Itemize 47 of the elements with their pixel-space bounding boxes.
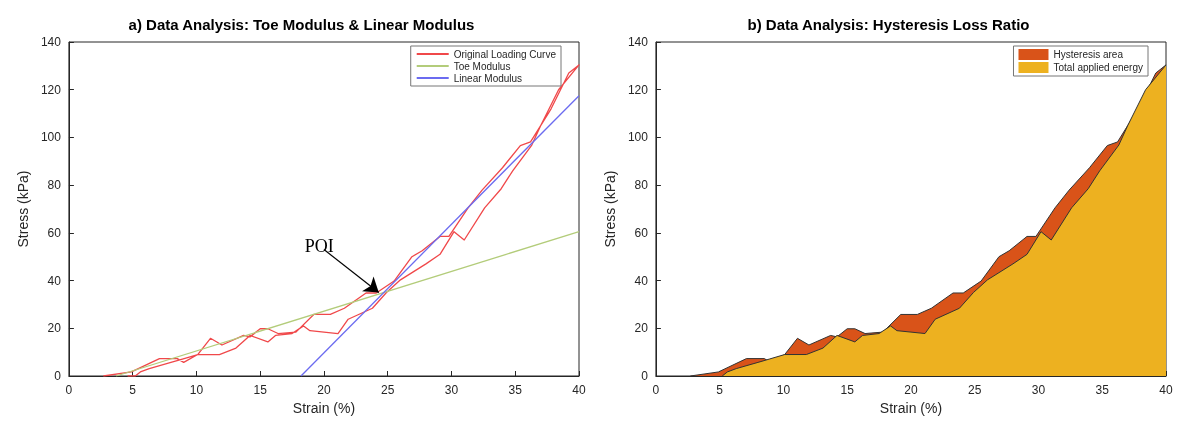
x-axis-title: Strain (%) [292, 399, 356, 416]
x-tick-label: 25 [381, 383, 395, 397]
y-tick-label: 100 [40, 130, 62, 145]
line-series [102, 64, 580, 377]
y-tick-label: 80 [634, 178, 649, 193]
y-tick-label: 60 [47, 225, 62, 240]
x-tick-label: 40 [572, 383, 586, 397]
y-tick-label: 60 [634, 225, 649, 240]
x-tick-label: 5 [129, 383, 137, 397]
x-tick-label: 15 [840, 383, 855, 397]
x-tick-label: 20 [904, 383, 918, 397]
x-tick-label: 35 [1095, 383, 1110, 397]
legend-label: Original Loading Curve [453, 48, 557, 60]
x-tick-label: 30 [1031, 383, 1046, 397]
y-tick-label: 40 [634, 273, 649, 288]
x-tick-label: 20 [317, 383, 331, 397]
y-tick-label: 140 [40, 35, 62, 49]
legend-label: Linear Modulus [453, 72, 523, 84]
y-tick-label: 140 [627, 35, 649, 49]
y-tick-label: 80 [47, 178, 62, 193]
chart-title: b) Data Analysis: Hysteresis Loss Ratio [747, 16, 1030, 33]
y-tick-label: 0 [641, 369, 649, 383]
x-tick-label: 5 [716, 383, 724, 397]
x-tick-label: 10 [189, 383, 204, 397]
x-tick-label: 0 [652, 383, 660, 397]
chart-title: a) Data Analysis: Toe Modulus & Linear Modulus [128, 16, 475, 33]
y-tick-label: 120 [40, 82, 62, 97]
x-tick-label: 40 [1159, 383, 1173, 397]
x-tick-label: 35 [508, 383, 523, 397]
x-tick-label: 10 [776, 383, 791, 397]
y-axis-title: Stress (kPa) [602, 170, 618, 248]
y-tick-label: 120 [627, 82, 649, 97]
x-tick-label: 30 [444, 383, 459, 397]
y-tick-label: 100 [627, 130, 649, 145]
x-axis-title: Strain (%) [879, 399, 943, 416]
y-tick-label: 20 [634, 321, 649, 336]
x-tick-label: 0 [65, 383, 73, 397]
y-tick-label: 20 [47, 321, 62, 336]
y-axis-title: Stress (kPa) [15, 170, 31, 248]
legend-label: Toe Modulus [453, 60, 511, 72]
x-tick-label: 15 [253, 383, 268, 397]
x-tick-label: 25 [968, 383, 982, 397]
annotation: POI [304, 235, 334, 256]
legend-label: Total applied energy [1053, 62, 1144, 73]
y-tick-label: 0 [54, 369, 62, 383]
legend-label: Hysteresis area [1053, 49, 1124, 60]
y-tick-label: 40 [47, 273, 62, 288]
